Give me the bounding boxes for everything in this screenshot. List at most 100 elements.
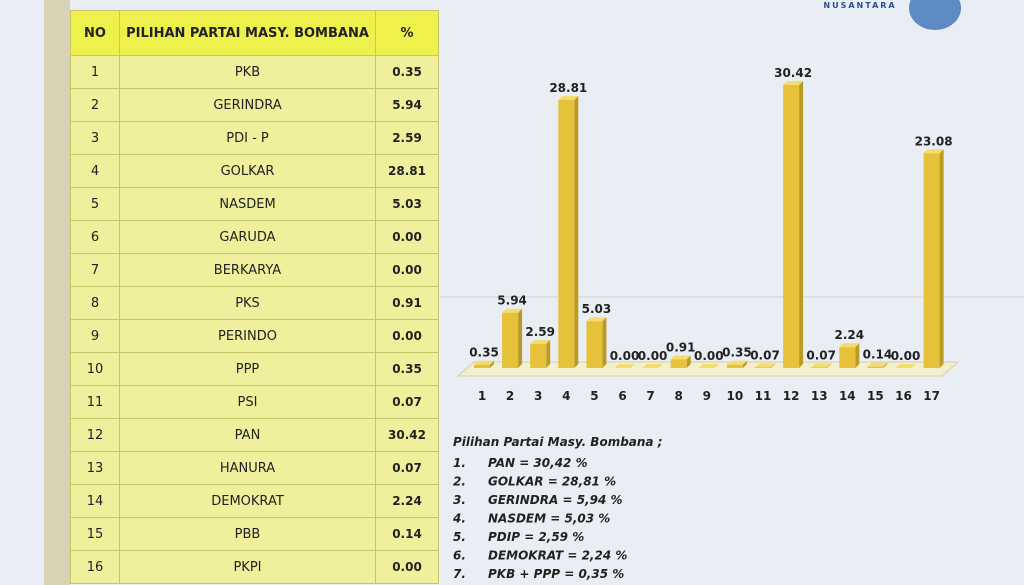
bar-top	[502, 308, 523, 313]
note-number: 1.	[453, 456, 466, 470]
x-tick-label: 11	[755, 389, 772, 403]
note-number: 2.	[453, 475, 466, 489]
note-text: PDIP = 2,59 %	[488, 530, 584, 544]
x-tick-label: 4	[562, 389, 570, 403]
table-cell: 0.14	[375, 517, 439, 551]
x-tick-label: 1	[478, 389, 486, 403]
table-cell: PSI	[119, 385, 376, 419]
bar	[923, 153, 940, 368]
table-row: 16 PKPI 0.00	[70, 550, 439, 584]
table-cell: GOLKAR	[119, 154, 376, 188]
table-cell: 5	[70, 187, 120, 221]
value-label: 0.00	[694, 349, 724, 363]
table-row: 4 GOLKAR 28.81	[70, 154, 439, 188]
logo-text: NUSANTARA	[823, 1, 896, 10]
x-tick-label: 9	[703, 389, 711, 403]
note-text: PKB + PPP = 0,35 %	[488, 567, 624, 581]
table-cell: 2	[70, 88, 120, 122]
bar	[811, 367, 828, 368]
notes-title: Pilihan Partai Masy. Bombana ;	[453, 435, 663, 449]
x-tick-label: 6	[618, 389, 626, 403]
bar	[755, 367, 771, 368]
bar-top	[755, 363, 775, 368]
bar-top	[839, 343, 860, 348]
bar-top	[642, 364, 663, 368]
value-label: 0.00	[638, 349, 668, 363]
side-strip	[44, 0, 70, 585]
table-cell: 0.00	[375, 220, 439, 254]
bar	[783, 85, 800, 368]
value-label: 0.00	[891, 349, 921, 363]
bar	[726, 364, 743, 368]
table-cell: 0.00	[375, 253, 439, 287]
table-cell: 6	[70, 220, 120, 254]
bar	[867, 366, 884, 368]
table-row: 2 GERINDRA 5.94	[70, 88, 439, 122]
bar-top	[530, 339, 551, 344]
bar-top	[867, 362, 888, 367]
bar-side	[827, 363, 832, 368]
table-cell: PDI - P	[119, 121, 376, 155]
table-row: 6 GARUDA 0.00	[70, 220, 439, 254]
x-tick-label: 7	[646, 389, 654, 403]
value-label: 0.35	[469, 346, 499, 360]
bar-top	[726, 360, 747, 365]
bar	[586, 321, 603, 368]
table-cell: PBB	[119, 517, 376, 551]
table-cell: 11	[70, 385, 120, 419]
note-number: 5.	[453, 530, 466, 544]
x-tick-label: 12	[783, 389, 800, 403]
table-cell: 0.35	[375, 352, 439, 386]
table-row: 8 PKS 0.91	[70, 286, 439, 320]
value-label: 28.81	[549, 81, 587, 95]
table-cell: 28.81	[375, 154, 439, 188]
note-text: DEMOKRAT = 2,24 %	[488, 549, 627, 563]
table-cell: BERKARYA	[119, 253, 376, 287]
bar	[670, 359, 687, 368]
value-label: 0.07	[806, 348, 836, 362]
x-tick-label: 10	[727, 389, 744, 403]
bar-top	[474, 360, 494, 365]
x-tick-label: 8	[675, 389, 683, 403]
table-cell: 5.94	[375, 88, 439, 122]
bar-top	[811, 363, 832, 368]
bar-top	[783, 81, 804, 85]
value-label: 0.91	[666, 341, 696, 355]
table-row: 11 PSI 0.07	[70, 385, 439, 419]
table-row: 12 PAN 30.42	[70, 418, 439, 452]
table-row: 7 BERKARYA 0.00	[70, 253, 439, 287]
value-label: 0.00	[610, 349, 640, 363]
bar-side	[855, 343, 860, 368]
table-cell: 2.24	[375, 484, 439, 518]
table-row: 3 PDI - P 2.59	[70, 121, 439, 155]
table-cell: 15	[70, 517, 120, 551]
table-cell: 10	[70, 352, 120, 386]
table-cell: PAN	[119, 418, 376, 452]
bar	[502, 312, 519, 368]
bar-top	[586, 317, 607, 322]
table-header: NO PILIHAN PARTAI MASY. BOMBANA%	[70, 10, 439, 56]
table-row: 1 PKB 0.35	[70, 55, 439, 89]
note-number: 7.	[453, 567, 466, 581]
bar-top	[614, 364, 635, 368]
table-row: 10 PPP 0.35	[70, 352, 439, 386]
table-cell: PKPI	[119, 550, 376, 584]
note-text: GERINDRA = 5,94 %	[488, 493, 623, 507]
table-row: 15 PBB 0.14	[70, 517, 439, 551]
table-cell: 30.42	[375, 418, 439, 452]
table-cell: PILIHAN PARTAI MASY. BOMBANA	[119, 10, 376, 56]
table-cell: 0.07	[375, 451, 439, 485]
table-cell: %	[375, 10, 439, 56]
bar-top	[558, 95, 579, 100]
table-cell: 0.00	[375, 550, 439, 584]
bar-top	[923, 149, 944, 154]
logo-icon	[909, 0, 961, 30]
note-text: NASDEM = 5,03 %	[488, 512, 610, 526]
value-label: 23.08	[915, 134, 953, 148]
x-tick-label: 15	[867, 389, 884, 403]
bar-side	[883, 362, 888, 368]
table-cell: 4	[70, 154, 120, 188]
x-tick-label: 14	[839, 389, 856, 403]
table-cell: 9	[70, 319, 120, 353]
